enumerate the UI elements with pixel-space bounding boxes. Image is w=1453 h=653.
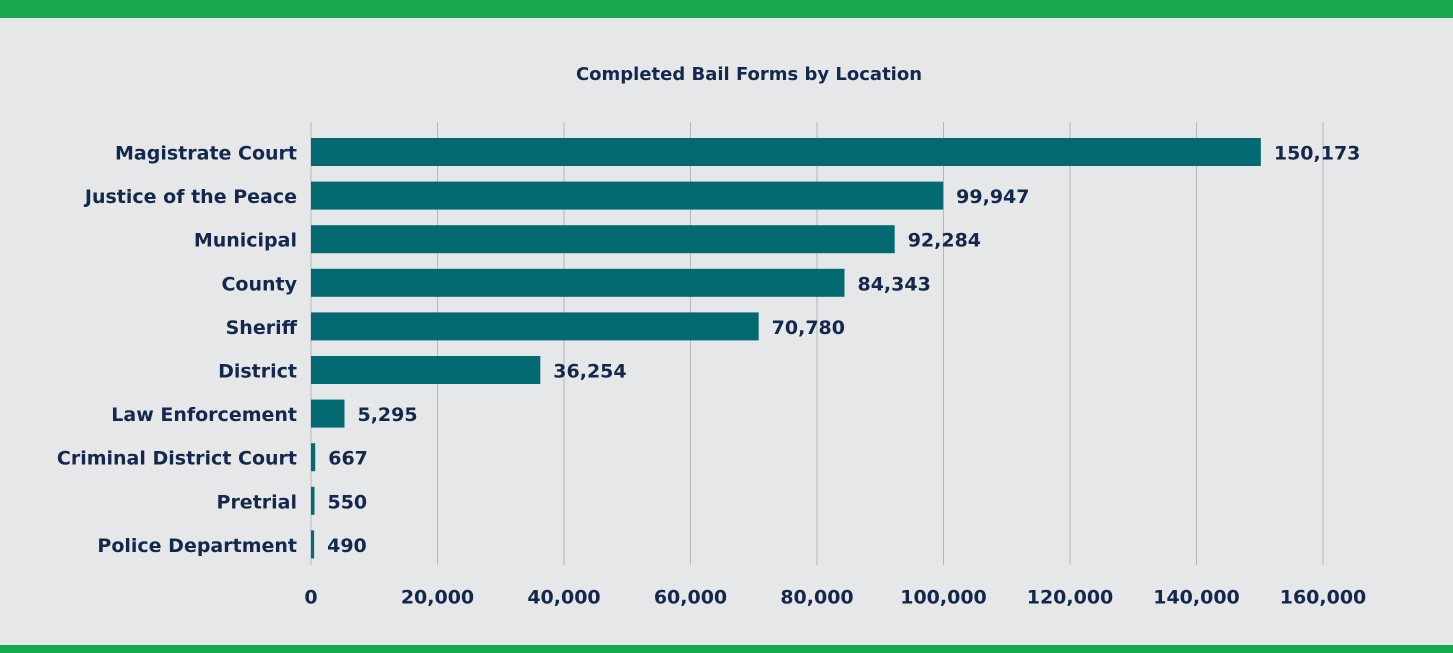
y-tick-label: Pretrial bbox=[217, 491, 297, 513]
value-label: 99,947 bbox=[956, 186, 1029, 208]
x-tick-label: 0 bbox=[304, 587, 317, 609]
y-tick-label: County bbox=[221, 273, 297, 295]
bar bbox=[311, 486, 315, 515]
value-label: 667 bbox=[328, 448, 368, 470]
x-tick-label: 160,000 bbox=[1280, 587, 1367, 609]
bar bbox=[311, 138, 1261, 166]
y-tick-label: Magistrate Court bbox=[115, 143, 297, 165]
bar bbox=[311, 356, 541, 384]
x-tick-label: 140,000 bbox=[1153, 587, 1240, 609]
bar bbox=[311, 268, 845, 297]
value-label: 84,343 bbox=[857, 273, 930, 295]
x-tick-label: 120,000 bbox=[1027, 587, 1114, 609]
value-label: 36,254 bbox=[553, 361, 626, 383]
y-tick-label: Municipal bbox=[194, 230, 297, 252]
x-tick-label: 60,000 bbox=[654, 587, 727, 609]
value-label: 92,284 bbox=[908, 230, 981, 252]
y-tick-label: Justice of the Peace bbox=[83, 186, 297, 208]
value-label: 5,295 bbox=[357, 404, 417, 426]
chart-title: Completed Bail Forms by Location bbox=[576, 64, 922, 85]
bar bbox=[311, 530, 315, 559]
x-tick-label: 100,000 bbox=[900, 587, 987, 609]
y-tick-label: Police Department bbox=[97, 535, 297, 557]
x-tick-label: 80,000 bbox=[780, 587, 853, 609]
x-tick-label: 20,000 bbox=[401, 587, 474, 609]
top-stripe bbox=[0, 0, 1453, 18]
y-tick-label: Law Enforcement bbox=[111, 404, 297, 426]
bar bbox=[311, 399, 345, 428]
value-label: 70,780 bbox=[772, 317, 845, 339]
bar bbox=[311, 225, 895, 254]
y-tick-label: Criminal District Court bbox=[57, 448, 297, 470]
bottom-stripe bbox=[0, 645, 1453, 653]
bar bbox=[311, 443, 316, 472]
value-label: 550 bbox=[327, 491, 367, 513]
value-label: 150,173 bbox=[1274, 143, 1361, 165]
y-tick-label: District bbox=[218, 361, 297, 383]
bar bbox=[311, 312, 759, 341]
x-tick-label: 40,000 bbox=[527, 587, 600, 609]
value-label: 490 bbox=[327, 535, 367, 557]
bar bbox=[311, 181, 944, 210]
y-tick-label: Sheriff bbox=[226, 317, 298, 339]
